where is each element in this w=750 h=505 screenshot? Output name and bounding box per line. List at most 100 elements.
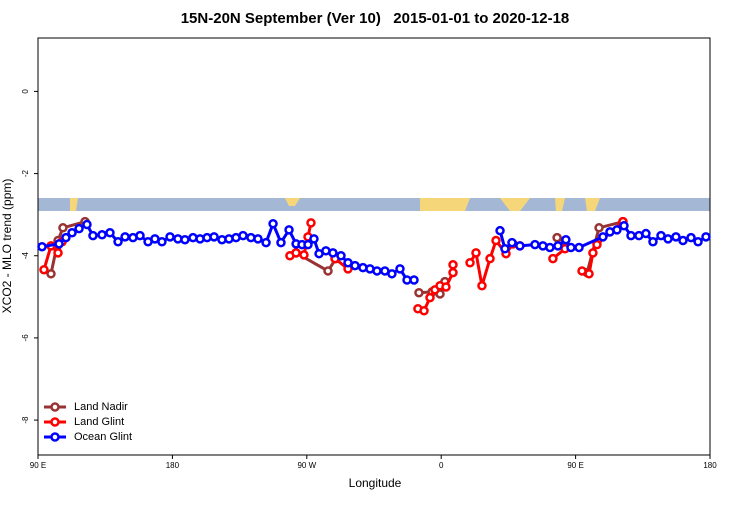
point bbox=[626, 230, 636, 241]
point bbox=[303, 239, 313, 250]
x-tick-label: 0 bbox=[439, 461, 444, 470]
point bbox=[566, 242, 576, 253]
y-tick-label: -6 bbox=[21, 334, 30, 342]
point bbox=[548, 253, 558, 264]
x-axis-label: Longitude bbox=[349, 476, 402, 490]
point bbox=[58, 223, 68, 233]
x-tick-label: 180 bbox=[166, 461, 180, 470]
point bbox=[671, 232, 681, 242]
point bbox=[309, 234, 319, 244]
point bbox=[82, 219, 92, 230]
point bbox=[701, 232, 711, 242]
point bbox=[299, 250, 309, 260]
point bbox=[594, 223, 604, 233]
point bbox=[135, 230, 145, 241]
point bbox=[619, 221, 629, 231]
point bbox=[53, 248, 63, 258]
point bbox=[46, 269, 56, 279]
legend-label: Land Nadir bbox=[74, 401, 128, 413]
y-axis-label: XCO2 - MLO trend (ppm) bbox=[0, 179, 14, 314]
point bbox=[180, 234, 190, 245]
point bbox=[425, 292, 435, 303]
point bbox=[686, 232, 696, 243]
point bbox=[414, 287, 424, 298]
point bbox=[588, 248, 598, 258]
point bbox=[530, 239, 540, 250]
x-tick-label: 180 bbox=[703, 461, 717, 470]
x-tick-label: 90 E bbox=[30, 461, 46, 470]
point bbox=[372, 266, 382, 276]
point bbox=[276, 237, 286, 248]
point bbox=[97, 230, 107, 240]
point bbox=[387, 269, 397, 279]
point bbox=[67, 227, 77, 238]
y-tick-label: -2 bbox=[21, 169, 30, 177]
point bbox=[54, 239, 64, 249]
point bbox=[306, 218, 316, 228]
point bbox=[238, 230, 248, 241]
point bbox=[553, 241, 563, 251]
y-tick-label: -8 bbox=[21, 416, 30, 424]
point bbox=[574, 242, 584, 253]
point bbox=[268, 218, 278, 229]
point bbox=[284, 225, 294, 235]
point bbox=[261, 237, 271, 248]
point bbox=[561, 234, 571, 245]
point bbox=[74, 223, 84, 234]
point bbox=[598, 232, 608, 242]
point bbox=[61, 232, 71, 243]
chart-title: 15N-20N September (Ver 10) 2015-01-01 to… bbox=[181, 10, 570, 27]
point bbox=[465, 257, 475, 268]
point bbox=[663, 234, 673, 244]
legend-point bbox=[50, 417, 60, 427]
legend-point bbox=[50, 432, 60, 442]
y-tick-label: -4 bbox=[21, 252, 30, 260]
point bbox=[113, 237, 123, 247]
point bbox=[495, 225, 505, 236]
point bbox=[552, 232, 562, 243]
point bbox=[336, 250, 346, 261]
point bbox=[105, 227, 115, 238]
point bbox=[448, 267, 458, 278]
point bbox=[37, 241, 47, 252]
point bbox=[120, 232, 130, 242]
point bbox=[165, 232, 175, 242]
point bbox=[471, 248, 481, 258]
point bbox=[253, 234, 263, 244]
point bbox=[291, 248, 301, 258]
point bbox=[323, 266, 333, 276]
point bbox=[507, 237, 517, 248]
point bbox=[584, 269, 594, 279]
point bbox=[678, 235, 688, 246]
point bbox=[491, 235, 501, 246]
map-strip bbox=[38, 198, 710, 211]
point bbox=[500, 244, 510, 254]
point bbox=[209, 232, 219, 242]
point bbox=[545, 242, 555, 253]
point bbox=[157, 237, 167, 247]
point bbox=[350, 260, 360, 271]
point bbox=[441, 282, 451, 292]
x-tick-label: 90 W bbox=[297, 461, 316, 470]
point bbox=[39, 264, 49, 275]
point bbox=[485, 253, 495, 264]
point bbox=[448, 260, 458, 270]
x-tick-label: 90 E bbox=[567, 461, 583, 470]
point bbox=[693, 237, 703, 247]
point bbox=[656, 230, 666, 241]
point bbox=[419, 306, 429, 316]
plot-frame bbox=[37, 37, 711, 456]
point bbox=[409, 275, 419, 285]
point bbox=[88, 230, 98, 241]
point bbox=[477, 280, 487, 291]
legend-label: Land Glint bbox=[74, 416, 124, 428]
legend-label: Ocean Glint bbox=[74, 431, 132, 443]
point bbox=[515, 241, 525, 251]
point bbox=[648, 237, 658, 247]
point bbox=[395, 264, 405, 274]
point bbox=[641, 228, 651, 239]
point bbox=[328, 248, 338, 258]
legend-point bbox=[50, 402, 60, 412]
